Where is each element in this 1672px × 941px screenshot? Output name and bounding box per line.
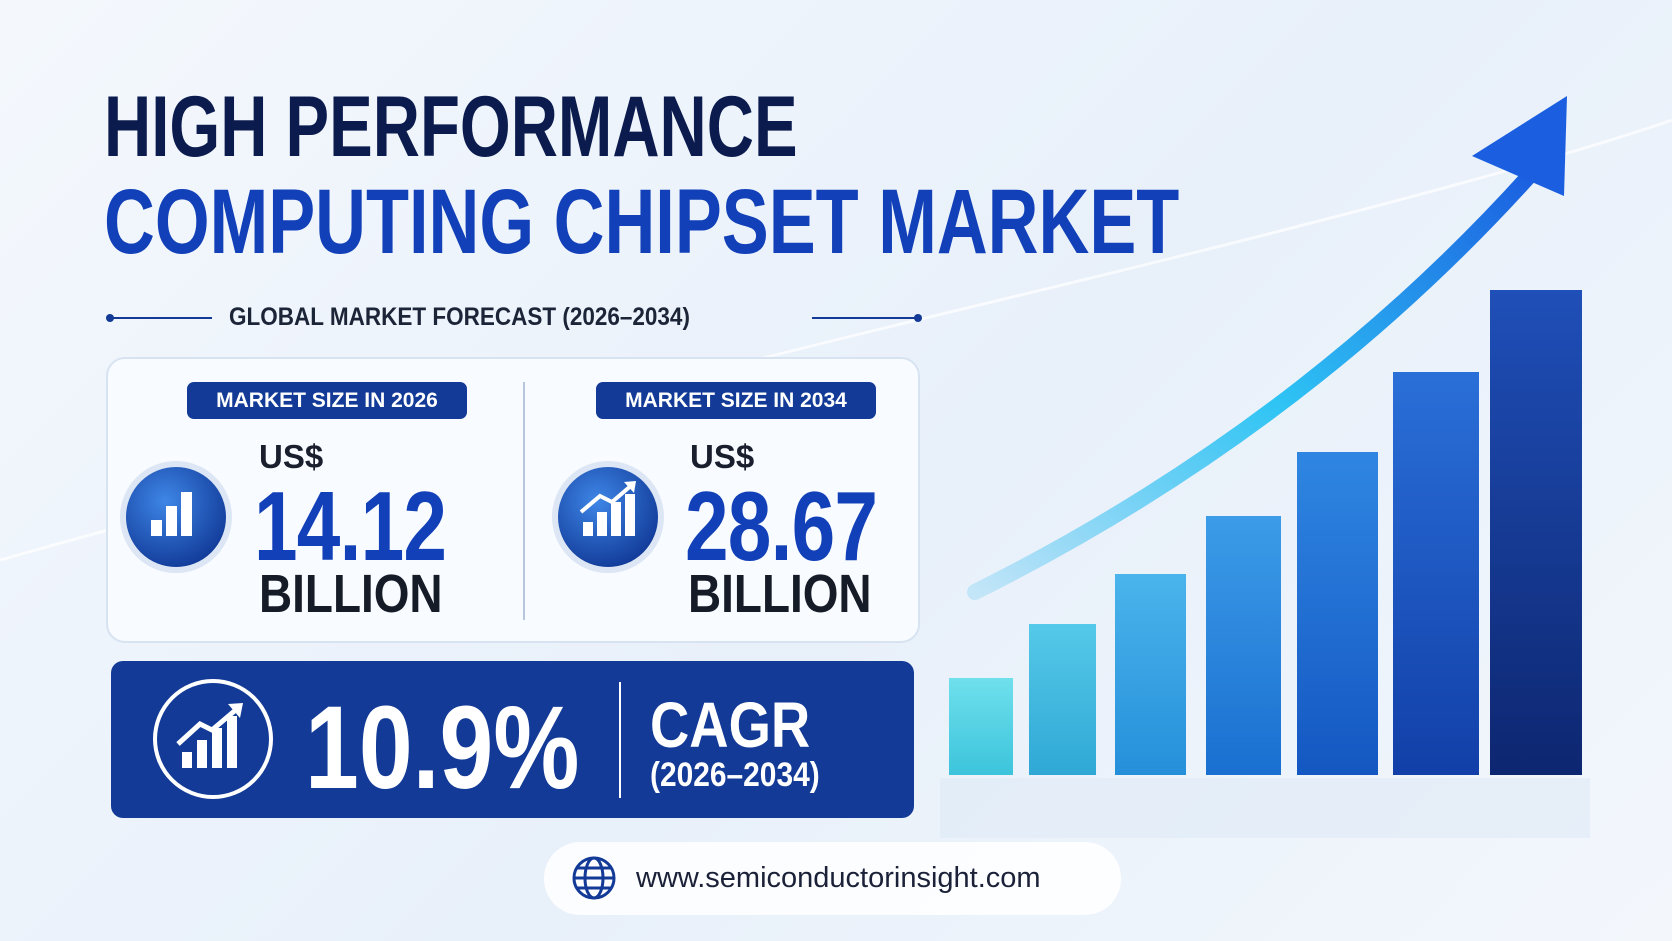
decorative-bars	[940, 290, 1590, 838]
title: HIGH PERFORMANCE	[104, 79, 798, 175]
stat-value: 14.12	[254, 471, 447, 581]
badge: MARKET SIZE IN 2026	[187, 382, 467, 419]
stat-unit: BILLION	[688, 564, 872, 624]
stat-unit: BILLION	[259, 564, 443, 624]
subtitle: GLOBAL MARKET FORECAST (2026–2034)	[229, 303, 690, 331]
badge: MARKET SIZE IN 2034	[596, 382, 876, 419]
website[interactable]: www.semiconductorinsight.com	[636, 862, 1041, 894]
icon	[552, 461, 664, 573]
stat-value: 28.67	[685, 471, 878, 581]
cagr-value: 10.9%	[305, 682, 580, 814]
icon	[153, 679, 273, 799]
icon	[120, 461, 232, 573]
globe-icon	[572, 856, 616, 900]
title: COMPUTING CHIPSET MARKET	[104, 171, 1180, 273]
cagr-period: (2026–2034)	[650, 756, 820, 794]
cagr-label: CAGR	[650, 689, 811, 761]
currency: US$	[690, 438, 755, 475]
currency: US$	[259, 438, 324, 475]
